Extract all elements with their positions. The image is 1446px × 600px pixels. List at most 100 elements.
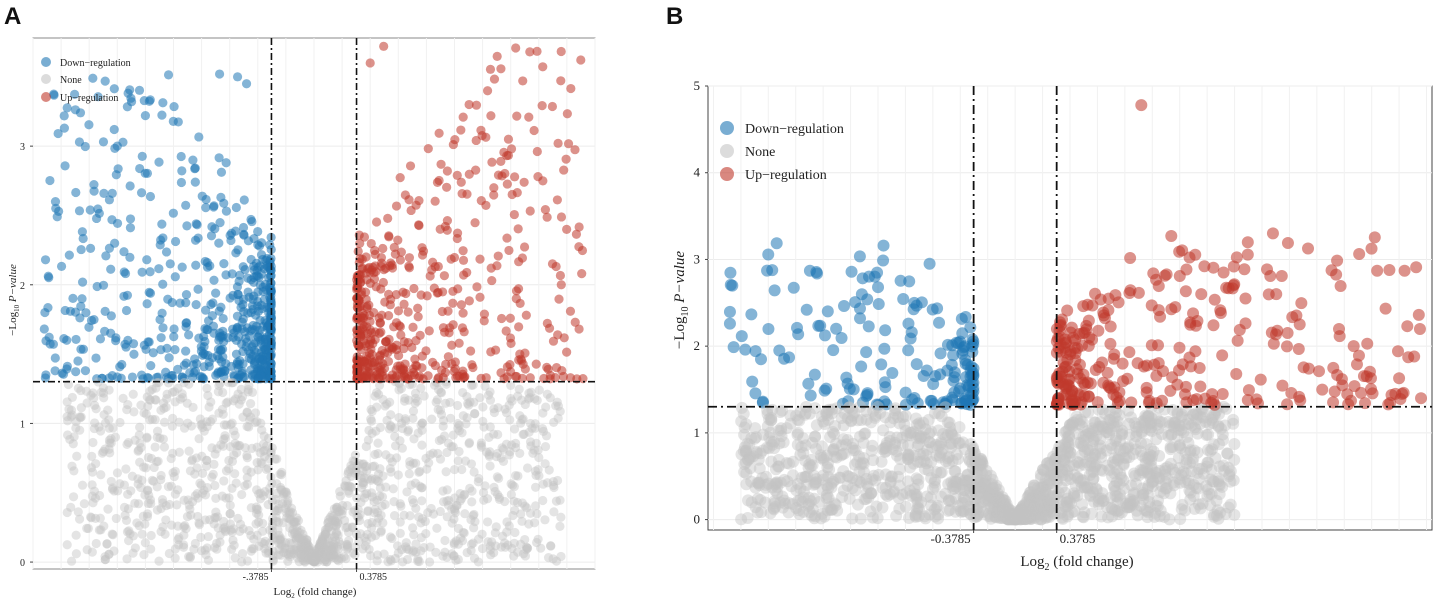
point-up [1207,261,1220,274]
point-none [104,385,114,395]
point-none [277,499,288,509]
point-down [821,305,834,318]
point-down [878,376,891,389]
point-none [1124,495,1137,508]
point-none [447,518,457,528]
point-none [227,483,237,493]
point-down [723,317,736,330]
point-none [1101,421,1114,434]
point-none [220,525,231,535]
point-none [821,504,834,517]
point-none [367,406,377,416]
point-none [738,441,751,454]
point-none [1087,435,1100,448]
point-down [93,92,103,102]
point-down [723,305,736,318]
point-none [315,552,325,562]
point-none [893,417,906,430]
point-none [1088,448,1101,461]
point-down [925,394,938,407]
point-none [543,553,554,563]
point-none [1059,451,1072,464]
point-none [1000,498,1013,511]
point-none [1008,511,1021,524]
point-none [538,495,548,506]
point-none [335,491,345,501]
point-none [498,444,508,454]
point-up [395,173,405,183]
point-none [506,380,516,391]
point-none [123,399,133,410]
point-none [1084,456,1097,469]
point-up [1392,345,1405,358]
point-none [99,393,109,403]
point-up [518,76,528,86]
point-none [308,554,319,564]
point-down [140,111,150,121]
point-none [370,449,380,460]
point-down [216,192,226,202]
point-none [1120,497,1133,510]
point-none [928,503,941,516]
point-none [342,543,353,553]
point-none [478,416,488,426]
point-none [315,546,325,556]
point-none [223,397,233,407]
point-none [1164,419,1177,432]
point-none [1136,489,1149,502]
point-up [513,224,523,234]
point-none [1161,472,1174,485]
point-none [817,415,830,428]
point-none [1132,421,1145,434]
point-none [356,483,367,493]
point-none [1106,470,1119,483]
point-up [520,348,530,358]
point-none [850,474,863,487]
point-none [810,442,823,455]
point-none [185,466,196,476]
point-none [1200,460,1213,473]
point-none [817,473,830,486]
point-none [1106,503,1119,516]
point-none [309,556,319,566]
point-none [1115,506,1128,519]
point-none [738,458,751,471]
point-none [806,503,819,516]
point-up [370,245,380,256]
point-up [442,182,452,192]
point-none [980,485,993,498]
legend-label-up-a: Up−regulation [60,93,118,104]
point-none [1108,420,1121,433]
point-none [145,394,155,405]
point-none [152,378,162,388]
point-none [1156,416,1169,429]
point-none [1014,503,1027,516]
point-none [1128,487,1141,500]
point-none [784,417,797,430]
point-down [99,188,109,198]
point-none [273,550,284,560]
point-none [202,421,212,432]
point-none [525,393,535,403]
point-none [435,506,445,517]
point-none [1074,437,1087,450]
legend-label-none-b: None [745,145,775,160]
point-none [276,539,286,549]
point-none [968,446,981,459]
point-none [179,522,189,532]
point-none [1058,486,1071,499]
point-none [815,512,828,525]
point-none [1007,510,1020,523]
point-up [556,280,566,290]
point-none [199,426,209,436]
point-none [228,377,238,388]
point-none [1011,508,1024,521]
point-none [902,448,915,461]
point-none [408,406,419,416]
point-none [874,407,887,420]
point-down [800,303,813,316]
point-up [381,337,391,347]
point-none [1089,416,1102,429]
point-down [803,264,816,277]
point-none [296,543,307,553]
